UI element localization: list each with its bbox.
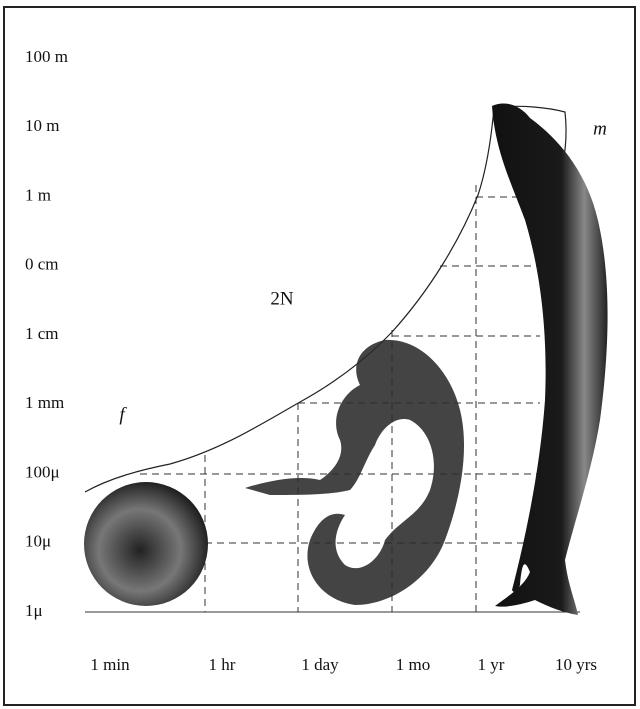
x-label: 1 yr [478, 655, 505, 674]
y-labels: 100 m 10 m 1 m 0 cm 1 cm 1 mm 100μ 10μ 1μ [25, 47, 68, 620]
y-label: 100 m [25, 47, 68, 66]
x-label: 1 hr [209, 655, 236, 674]
embryo-illustration [245, 340, 464, 605]
whale-label: m [593, 118, 607, 139]
x-label: 10 yrs [555, 655, 597, 674]
growth-curve [85, 106, 566, 492]
figure: 100 m10 m1 m0 cm1 cm1 mm100μ10μ1μ 1 min1… [0, 0, 640, 709]
y-label: 1 mm [25, 393, 64, 412]
whale-illustration [492, 103, 608, 615]
y-label: 1 cm [25, 324, 59, 343]
y-label: 1μ [25, 601, 43, 620]
x-label: 1 mo [396, 655, 430, 674]
egg-label: f [119, 404, 127, 425]
x-labels: 1 min 1 hr 1 day 1 mo 1 yr 10 yrs [90, 655, 597, 674]
y-label: 0 cm [25, 255, 59, 274]
curve-label: 2N [270, 288, 294, 309]
y-label: 10 m [25, 116, 59, 135]
y-label: 10μ [25, 532, 51, 551]
x-label: 1 day [301, 655, 339, 674]
y-label: 1 m [25, 185, 51, 204]
page: {"diagram": { "y_labels": ["100 m", "10 … [0, 0, 640, 709]
egg-illustration [84, 482, 208, 606]
x-label: 1 min [90, 655, 130, 674]
y-label: 100μ [25, 462, 60, 481]
